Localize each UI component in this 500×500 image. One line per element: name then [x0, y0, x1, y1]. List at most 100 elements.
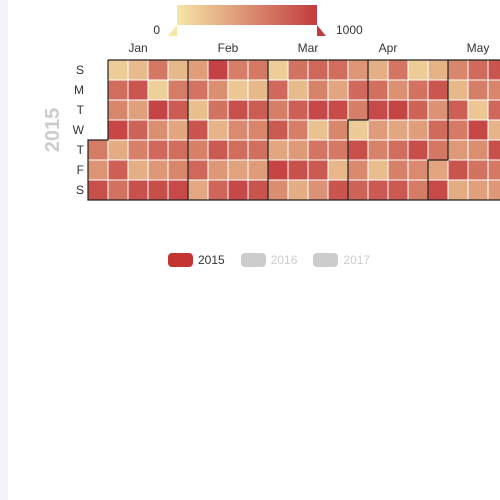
visual-map-min-handle[interactable]	[168, 25, 177, 36]
heatmap-cell[interactable]	[127, 59, 149, 81]
heatmap-cell[interactable]	[167, 179, 189, 201]
heatmap-cell[interactable]	[127, 99, 149, 121]
heatmap-cell[interactable]	[387, 59, 409, 81]
heatmap-cell[interactable]	[267, 179, 289, 201]
heatmap-cell[interactable]	[347, 179, 369, 201]
heatmap-cell[interactable]	[187, 59, 209, 81]
heatmap-cell[interactable]	[487, 179, 500, 201]
heatmap-cell[interactable]	[467, 79, 489, 101]
heatmap-cell[interactable]	[187, 139, 209, 161]
heatmap-cell[interactable]	[107, 159, 129, 181]
heatmap-cell[interactable]	[227, 79, 249, 101]
heatmap-cell[interactable]	[347, 119, 369, 141]
heatmap-cell[interactable]	[227, 159, 249, 181]
heatmap-cell[interactable]	[207, 159, 229, 181]
heatmap-cell[interactable]	[487, 119, 500, 141]
heatmap-cell[interactable]	[387, 79, 409, 101]
heatmap-cell[interactable]	[227, 119, 249, 141]
heatmap-cell[interactable]	[247, 119, 269, 141]
heatmap-cell[interactable]	[307, 79, 329, 101]
heatmap-cell[interactable]	[307, 119, 329, 141]
heatmap-cell[interactable]	[427, 179, 449, 201]
heatmap-cell[interactable]	[227, 59, 249, 81]
legend-item-2016[interactable]: 2016	[240, 253, 297, 267]
heatmap-cell[interactable]	[407, 139, 429, 161]
heatmap-cell[interactable]	[307, 159, 329, 181]
heatmap-cell[interactable]	[307, 179, 329, 201]
heatmap-cell[interactable]	[327, 159, 349, 181]
heatmap-cell[interactable]	[467, 179, 489, 201]
heatmap-cell[interactable]	[367, 139, 389, 161]
heatmap-cell[interactable]	[447, 79, 469, 101]
heatmap-cell[interactable]	[367, 159, 389, 181]
heatmap-cell[interactable]	[467, 59, 489, 81]
heatmap-cell[interactable]	[167, 119, 189, 141]
heatmap-cell[interactable]	[327, 139, 349, 161]
legend-item-2017[interactable]: 2017	[313, 253, 370, 267]
heatmap-cell[interactable]	[207, 79, 229, 101]
heatmap-cell[interactable]	[267, 119, 289, 141]
heatmap-cell[interactable]	[267, 159, 289, 181]
heatmap-cell[interactable]	[347, 139, 369, 161]
heatmap-cell[interactable]	[447, 139, 469, 161]
heatmap-cell[interactable]	[387, 99, 409, 121]
heatmap-cell[interactable]	[107, 139, 129, 161]
heatmap-cell[interactable]	[187, 119, 209, 141]
heatmap-cell[interactable]	[347, 99, 369, 121]
heatmap-cell[interactable]	[187, 79, 209, 101]
heatmap-cell[interactable]	[487, 139, 500, 161]
heatmap-cell[interactable]	[407, 59, 429, 81]
heatmap-cell[interactable]	[167, 59, 189, 81]
heatmap-cell[interactable]	[147, 79, 169, 101]
heatmap-cell[interactable]	[427, 59, 449, 81]
heatmap-cell[interactable]	[407, 179, 429, 201]
heatmap-cell[interactable]	[487, 159, 500, 181]
heatmap-cell[interactable]	[247, 159, 269, 181]
heatmap-cell[interactable]	[427, 119, 449, 141]
heatmap-cell[interactable]	[207, 59, 229, 81]
heatmap-cell[interactable]	[287, 119, 309, 141]
heatmap-cell[interactable]	[447, 179, 469, 201]
heatmap-cell[interactable]	[247, 139, 269, 161]
heatmap-cell[interactable]	[407, 119, 429, 141]
visual-map[interactable]: 0 1000	[153, 5, 363, 37]
heatmap-cell[interactable]	[207, 139, 229, 161]
heatmap-cell[interactable]	[167, 139, 189, 161]
heatmap-cell[interactable]	[127, 119, 149, 141]
heatmap-cell[interactable]	[287, 79, 309, 101]
heatmap-cell[interactable]	[367, 79, 389, 101]
heatmap-cell[interactable]	[207, 99, 229, 121]
heatmap-cell[interactable]	[367, 99, 389, 121]
heatmap-cell[interactable]	[467, 99, 489, 121]
heatmap-cell[interactable]	[467, 139, 489, 161]
heatmap-cell[interactable]	[387, 139, 409, 161]
heatmap-cell[interactable]	[427, 139, 449, 161]
heatmap-cell[interactable]	[327, 79, 349, 101]
visual-map-gradient-bar[interactable]	[177, 5, 317, 25]
heatmap-cell[interactable]	[107, 119, 129, 141]
legend-item-2015[interactable]: 2015	[168, 253, 225, 267]
heatmap-cell[interactable]	[287, 179, 309, 201]
heatmap-cell[interactable]	[267, 59, 289, 81]
heatmap-cell[interactable]	[327, 119, 349, 141]
heatmap-cell[interactable]	[307, 59, 329, 81]
heatmap-cell[interactable]	[247, 99, 269, 121]
heatmap-cell[interactable]	[367, 179, 389, 201]
heatmap-cell[interactable]	[147, 99, 169, 121]
heatmap-cell[interactable]	[427, 79, 449, 101]
heatmap-cell[interactable]	[147, 119, 169, 141]
heatmap-cell[interactable]	[227, 139, 249, 161]
heatmap-cell[interactable]	[427, 159, 449, 181]
heatmap-cell[interactable]	[327, 179, 349, 201]
heatmap-cell[interactable]	[187, 179, 209, 201]
heatmap-cell[interactable]	[467, 159, 489, 181]
heatmap-cell[interactable]	[87, 179, 109, 201]
heatmap-cell[interactable]	[107, 179, 129, 201]
heatmap-cell[interactable]	[427, 99, 449, 121]
heatmap-cell[interactable]	[487, 59, 500, 81]
heatmap-cell[interactable]	[247, 59, 269, 81]
heatmap-cell[interactable]	[287, 99, 309, 121]
heatmap-cell[interactable]	[147, 179, 169, 201]
heatmap-cell[interactable]	[227, 179, 249, 201]
heatmap-cell[interactable]	[267, 139, 289, 161]
